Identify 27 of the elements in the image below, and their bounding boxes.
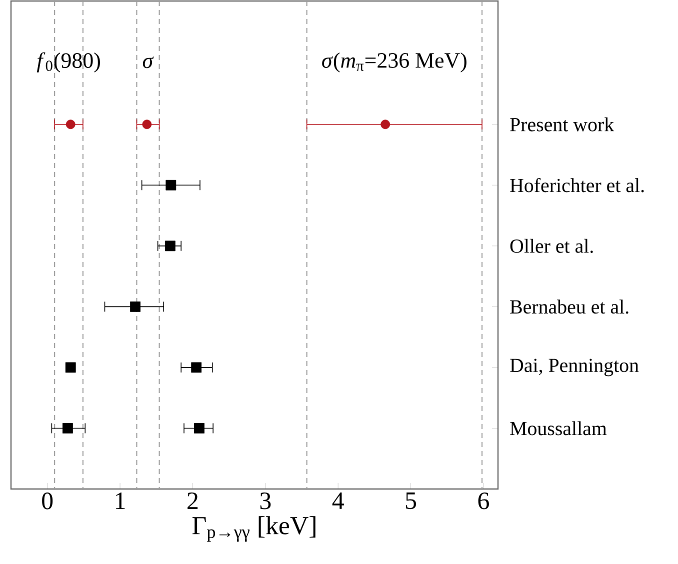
y-tick-label: Present work bbox=[510, 117, 614, 132]
point bbox=[191, 362, 202, 373]
y-tick-label: Dai, Pennington bbox=[510, 358, 639, 376]
y-tick-label: Moussallam bbox=[510, 421, 607, 436]
point bbox=[130, 301, 140, 312]
text: f$_{0}$(980) bbox=[36, 52, 100, 72]
x-tick-label: 1 bbox=[116, 492, 125, 509]
x-tick-label: 6 bbox=[478, 492, 489, 510]
point bbox=[142, 120, 152, 130]
text: σ(m$_{π}$=236 MeV) bbox=[322, 52, 466, 72]
point bbox=[166, 180, 176, 190]
text: σ bbox=[142, 56, 154, 68]
y-tick-label: Bernabeu et al. bbox=[510, 300, 628, 314]
point bbox=[380, 120, 390, 130]
x-tick-label: 5 bbox=[406, 492, 416, 510]
x-tick-label: 0 bbox=[42, 492, 53, 510]
point bbox=[65, 362, 76, 373]
point bbox=[66, 120, 76, 130]
x-tick-label: 2 bbox=[188, 492, 198, 510]
point bbox=[164, 240, 176, 252]
x-tick-label: 4 bbox=[332, 492, 344, 509]
y-tick-label: Hoferichter et al. bbox=[510, 178, 644, 192]
y-tick-label: Oller et al. bbox=[510, 238, 593, 253]
x-tick-label: 3 bbox=[260, 492, 271, 510]
point bbox=[62, 423, 73, 434]
point bbox=[194, 423, 204, 434]
x-axis-title: Γ$_{p→γγ}$ [keV] bbox=[192, 516, 316, 542]
